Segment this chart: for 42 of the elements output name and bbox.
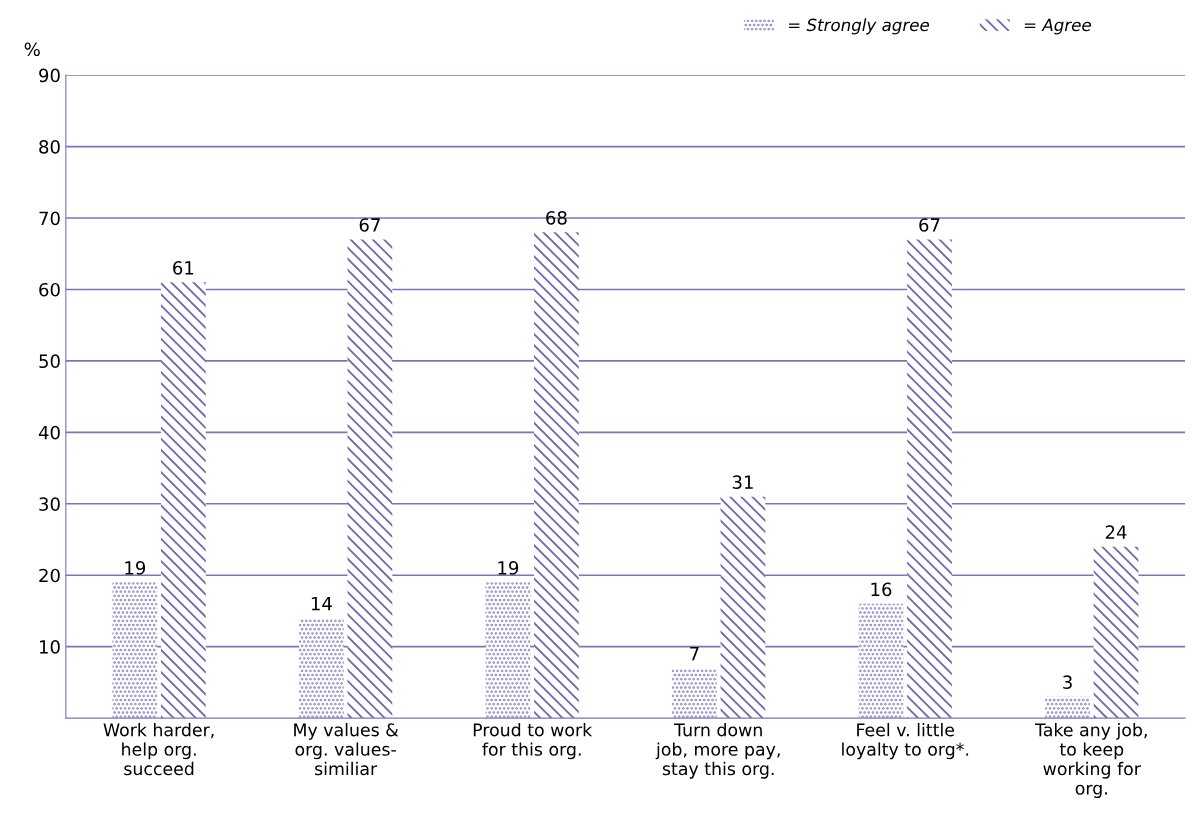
bar: [672, 668, 717, 719]
x-tick-label: Work harder, help org. succeed: [103, 722, 214, 776]
bar: [160, 282, 206, 719]
y-tick-label: 90: [39, 68, 60, 83]
data-label: 67: [919, 218, 940, 232]
y-tick-label: 40: [38, 425, 60, 440]
y-tick-label: 70: [39, 211, 60, 226]
x-tick-label: Take any job, to keep working for org.: [1035, 722, 1147, 799]
bar: [1045, 696, 1090, 719]
bar: [485, 582, 531, 719]
data-label: 16: [871, 582, 892, 597]
bar: [720, 496, 766, 719]
bar: [299, 618, 344, 719]
x-tick-label: Proud to work for this org.: [473, 722, 593, 760]
x-tick-label: My values & org. values- similiar: [294, 722, 399, 776]
data-label: 68: [546, 210, 567, 225]
y-axis-title: %: [24, 42, 40, 57]
x-tick-label: Turn down job, more pay, stay this org.: [655, 722, 780, 779]
y-tick-label: 60: [39, 282, 60, 297]
data-label: 31: [732, 475, 753, 489]
y-tick-label: 50: [39, 354, 60, 369]
data-label: 61: [173, 261, 194, 275]
y-tick-label: 10: [39, 640, 60, 654]
y-tick-label: 30: [39, 497, 60, 511]
bar: [907, 239, 952, 719]
data-label: 24: [1105, 525, 1127, 539]
x-tick-label: Feel v. little loyalty to org*.: [842, 722, 969, 760]
data-label: 3: [1063, 675, 1072, 689]
bar: [534, 232, 579, 719]
legend-label: = Agree: [1024, 18, 1091, 35]
data-label: 14: [311, 597, 332, 611]
y-tick-label: 20: [39, 568, 60, 583]
data-label: 7: [690, 647, 699, 661]
bar: [1093, 546, 1139, 719]
data-label: 67: [359, 218, 380, 232]
data-label: 19: [498, 561, 519, 575]
y-tick-label: 80: [39, 140, 60, 154]
bar: [858, 603, 904, 719]
data-label: 19: [125, 561, 146, 575]
legend-label: = Strongly agree: [788, 18, 929, 35]
bar: [112, 582, 158, 719]
bar: [347, 239, 393, 719]
